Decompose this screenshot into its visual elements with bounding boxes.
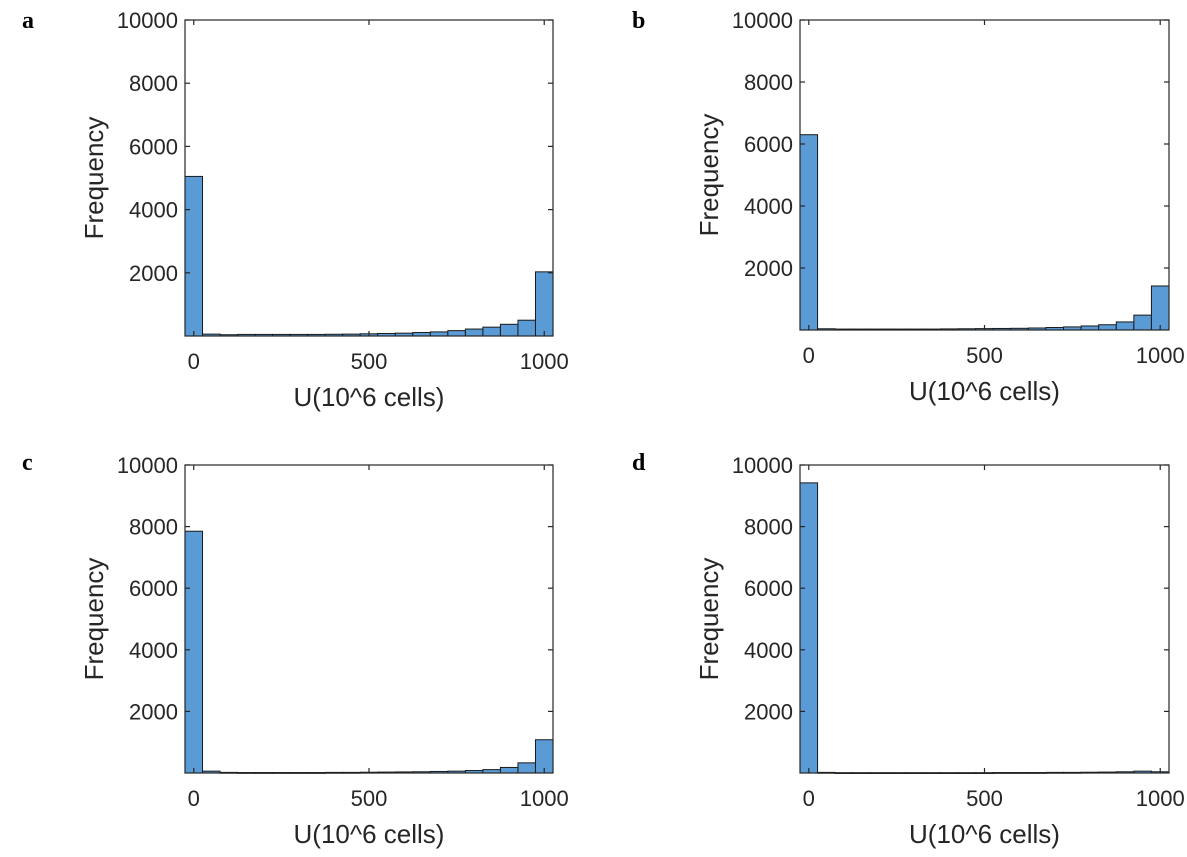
- y-tick-label: 6000: [129, 134, 178, 159]
- y-tick-label: 8000: [744, 70, 793, 95]
- y-tick-label: 6000: [744, 132, 793, 157]
- x-tick-label: 0: [803, 343, 815, 368]
- histogram-bar: [799, 134, 819, 331]
- y-tick-label: 8000: [129, 71, 178, 96]
- panel-letter: b: [632, 8, 645, 34]
- x-axis-label: U(10^6 cells): [294, 819, 445, 849]
- histogram-bar: [482, 326, 501, 337]
- y-tick-label: 2000: [744, 256, 793, 281]
- axes-frame: [799, 464, 1170, 774]
- y-tick-label: 4000: [129, 198, 178, 223]
- axes-frame: [184, 464, 554, 774]
- y-tick-label: 6000: [129, 576, 178, 601]
- histogram-bar: [534, 271, 554, 337]
- panel-letter: c: [22, 450, 33, 476]
- axes-frame: [799, 19, 1170, 331]
- histogram-bar: [1150, 285, 1170, 331]
- y-tick-label: 2000: [129, 699, 178, 724]
- x-tick-label: 0: [188, 349, 200, 374]
- x-tick-label: 1000: [520, 786, 569, 811]
- histogram-panel-c: c 2000 4000 6000 8000 10000 0 500 1000 U(10^6 cel…: [22, 450, 569, 849]
- histogram-bar: [499, 766, 519, 774]
- y-tick-label: 2000: [744, 699, 793, 724]
- x-tick-label: 1000: [1136, 343, 1185, 368]
- panel-letter: a: [22, 8, 34, 34]
- axes-frame: [184, 19, 554, 337]
- histogram-bar: [464, 328, 484, 337]
- x-tick-label: 500: [966, 343, 1003, 368]
- y-tick-label: 4000: [744, 638, 793, 663]
- y-tick-label: 10000: [732, 453, 793, 478]
- y-tick-label: 10000: [117, 453, 178, 478]
- y-tick-label: 10000: [732, 8, 793, 33]
- histogram-bar: [1098, 324, 1117, 331]
- x-tick-label: 500: [351, 349, 388, 374]
- y-tick-label: 4000: [744, 194, 793, 219]
- y-tick-label: 8000: [744, 515, 793, 540]
- histogram-bar: [517, 319, 536, 337]
- x-axis-label: U(10^6 cells): [909, 819, 1060, 849]
- histogram-panel-b: b 2000 4000 6000 8000 10000 0 500 1000 U(10^6 cel…: [632, 8, 1185, 406]
- y-tick-label: 2000: [129, 261, 178, 286]
- panel-letter: d: [632, 450, 646, 476]
- y-axis-label: Frequency: [694, 558, 724, 681]
- histogram-bar: [517, 762, 536, 774]
- histogram-bar: [1080, 325, 1100, 331]
- x-axis-label: U(10^6 cells): [909, 376, 1060, 406]
- histogram-bar: [429, 331, 449, 337]
- x-axis-label: U(10^6 cells): [294, 382, 445, 412]
- x-tick-label: 0: [803, 786, 815, 811]
- x-tick-label: 500: [966, 786, 1003, 811]
- histogram-bar: [184, 175, 204, 337]
- histogram-panel-d: d 2000 4000 6000 8000 10000 0 500 1000 U(10^6 cel…: [632, 450, 1185, 849]
- histogram-bar: [1115, 321, 1135, 331]
- x-tick-label: 1000: [520, 349, 569, 374]
- x-tick-label: 500: [351, 786, 388, 811]
- histogram-bar: [184, 530, 204, 774]
- y-tick-label: 8000: [129, 515, 178, 540]
- y-axis-label: Frequency: [694, 114, 724, 237]
- x-tick-label: 0: [188, 786, 200, 811]
- y-tick-label: 4000: [129, 638, 178, 663]
- y-tick-label: 10000: [117, 8, 178, 33]
- histogram-bar: [499, 323, 519, 337]
- y-axis-label: Frequency: [79, 558, 109, 681]
- histogram-bar: [1133, 314, 1152, 331]
- histogram-panel-a: a 2000 4000 6000 8000 10000 0 500 1000 U(10^6 cel…: [22, 8, 569, 412]
- y-tick-label: 6000: [744, 576, 793, 601]
- x-tick-label: 1000: [1136, 786, 1185, 811]
- y-axis-label: Frequency: [79, 117, 109, 240]
- histogram-bar: [447, 330, 466, 337]
